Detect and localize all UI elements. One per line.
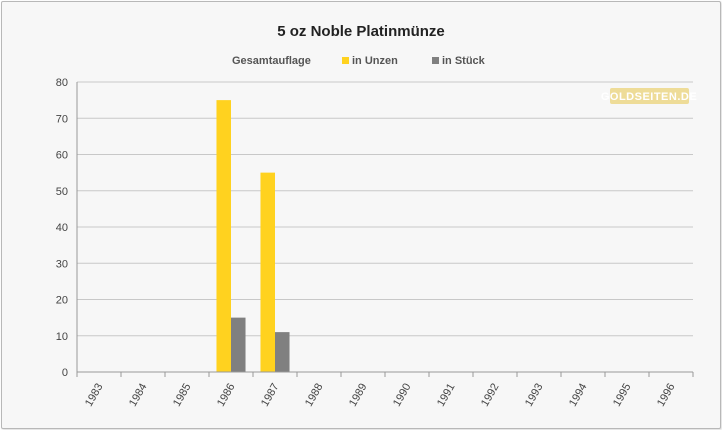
- legend: Gesamtauflage in Unzen in Stück: [232, 55, 486, 67]
- x-tick-label: 1987: [259, 382, 282, 409]
- legend-label-stueck: in Stück: [442, 55, 486, 67]
- x-tick-label: 1984: [127, 382, 150, 409]
- grid: [77, 81, 693, 337]
- bar-unzen-1987: [260, 172, 275, 372]
- y-tick-labels: 0 10 20 30 40 50 60 70 80: [56, 77, 68, 379]
- y-tick-label: 30: [56, 258, 68, 270]
- x-tick-label: 1988: [303, 382, 326, 409]
- legend-swatch-stueck: [432, 57, 439, 64]
- x-tick-label: 1994: [567, 382, 590, 409]
- x-tick-label: 1985: [171, 382, 194, 409]
- x-tick-label: 1995: [611, 382, 634, 409]
- watermark: GOLDSEITEN.DE: [601, 88, 697, 104]
- legend-swatch-unzen: [342, 57, 349, 64]
- watermark-text: GOLDSEITEN.DE: [601, 91, 697, 103]
- watermark-badge: [610, 88, 689, 104]
- y-tick-label: 40: [56, 222, 68, 234]
- y-tick-label: 10: [56, 331, 68, 343]
- x-tick-label: 1996: [655, 382, 678, 409]
- x-tick-label: 1989: [347, 382, 370, 409]
- bars: [216, 100, 290, 372]
- bar-unzen-1986: [216, 100, 231, 372]
- x-tick-label: 1992: [479, 382, 502, 409]
- y-tick-label: 0: [62, 367, 68, 379]
- y-tick-label: 60: [56, 150, 68, 162]
- x-tick-label: 1986: [215, 382, 238, 409]
- x-tick-label: 1983: [83, 382, 106, 409]
- y-tick-label: 80: [56, 77, 68, 89]
- x-tick-labels: 1983 1984 1985 1986 1987 1988 1989 1990 1991 1992…: [83, 382, 678, 409]
- y-tick-label: 50: [56, 186, 68, 198]
- legend-title: Gesamtauflage: [232, 55, 311, 67]
- y-tick-label: 70: [56, 113, 68, 125]
- axes: [76, 82, 694, 377]
- bar-stueck-1986: [231, 317, 246, 372]
- x-tick-label: 1991: [435, 382, 458, 409]
- bar-stueck-1987: [275, 332, 290, 372]
- y-tick-label: 20: [56, 295, 68, 307]
- x-tick-label: 1990: [391, 382, 414, 409]
- legend-label-unzen: in Unzen: [352, 55, 398, 67]
- x-tick-label: 1993: [523, 382, 546, 409]
- chart-title: 5 oz Noble Platinmünze: [277, 23, 445, 40]
